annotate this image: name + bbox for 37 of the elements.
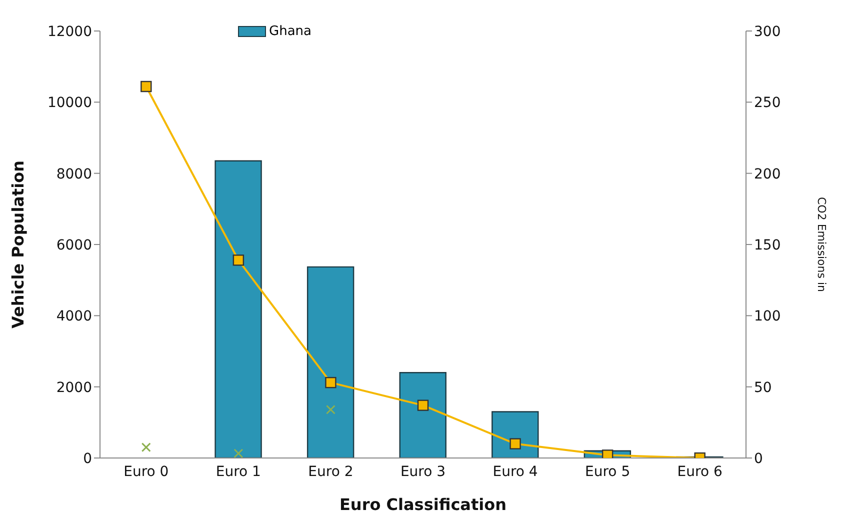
y2-tick-label: 50 [754, 380, 772, 396]
y-axis-title: Vehicle Population [8, 160, 28, 328]
x-tick-label: Euro 4 [492, 464, 538, 480]
y2-tick-label: 100 [754, 308, 781, 325]
y2-axis-title: CO2 Emissions in [815, 196, 828, 292]
y-tick-label: 8000 [56, 166, 92, 182]
legend-label: Ghana [269, 24, 312, 39]
bar [214, 160, 262, 458]
y2-tick-label: 300 [754, 24, 781, 40]
bar [399, 372, 446, 458]
point [141, 442, 151, 452]
y2-tick-label: 0 [754, 450, 763, 467]
y2-tick-label: 250 [754, 95, 781, 112]
point [417, 400, 429, 411]
y2-tick-label: 200 [754, 166, 781, 182]
y-tick-label: 6000 [56, 237, 92, 254]
point [234, 448, 244, 458]
point [510, 438, 521, 450]
bar [492, 411, 539, 458]
y-tick-label: 4000 [56, 308, 92, 325]
x-tick-label: Euro 5 [585, 464, 630, 480]
y-tick-label: 10000 [47, 95, 92, 112]
y2-tick-label: 150 [754, 237, 781, 254]
x-tick-label: Euro 3 [400, 464, 446, 480]
y-tick-label: 12000 [47, 24, 92, 40]
x-tick-label: Euro 6 [677, 464, 722, 480]
y-tick-label: 2000 [56, 380, 92, 396]
point [232, 254, 244, 266]
x-tick-label: Euro 2 [308, 464, 354, 480]
x-tick-label: Euro 0 [124, 464, 169, 480]
y-tick-label: 0 [83, 450, 92, 467]
bar [306, 266, 354, 458]
point [326, 404, 336, 414]
point [140, 80, 152, 92]
x-axis-title: Euro Classification [340, 495, 506, 514]
x-tick-label: Euro 1 [216, 464, 261, 480]
point [325, 376, 336, 388]
